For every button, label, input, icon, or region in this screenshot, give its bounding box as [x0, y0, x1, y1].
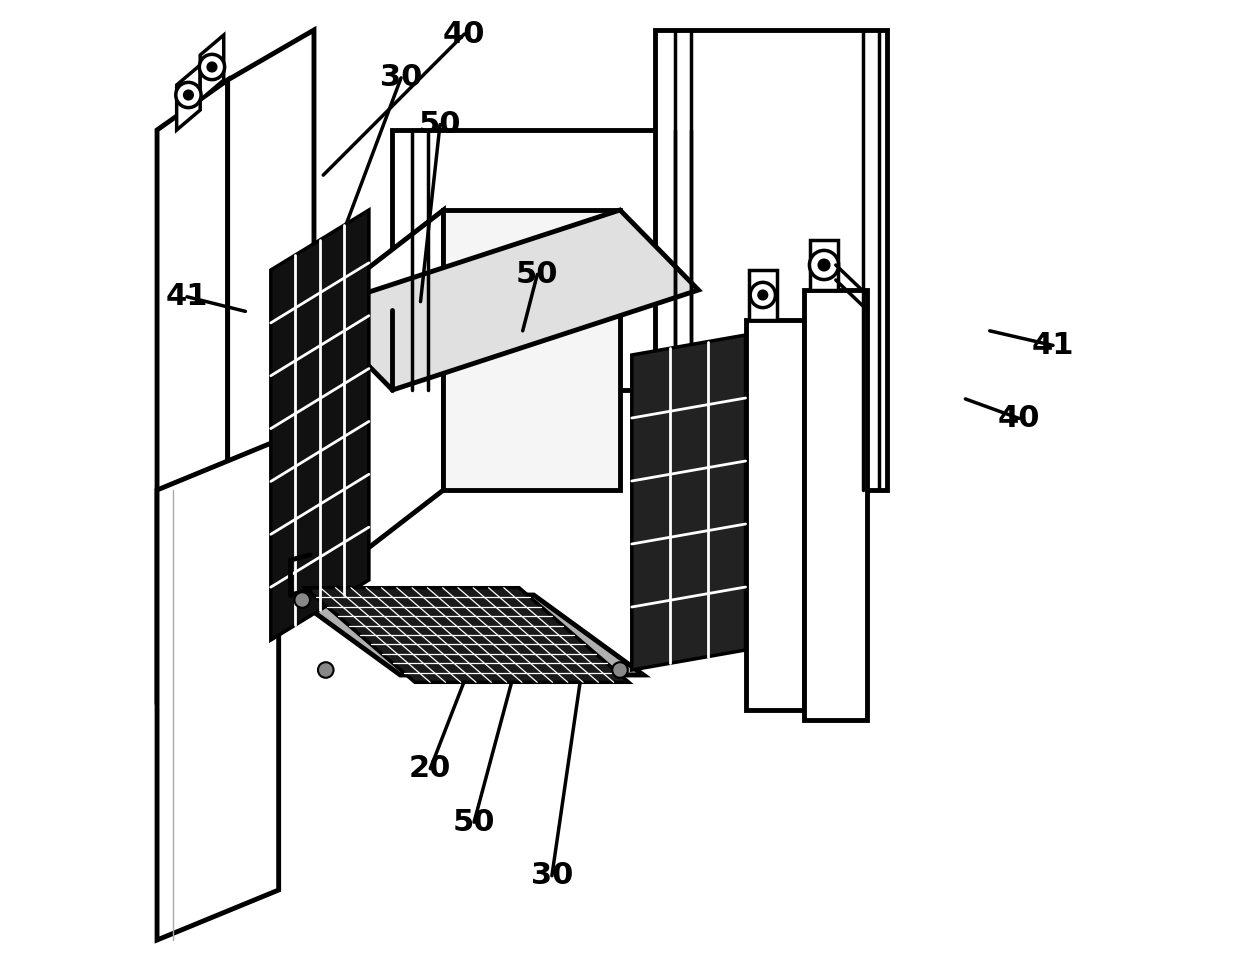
Text: 20: 20 — [409, 754, 451, 783]
Polygon shape — [157, 80, 228, 700]
Polygon shape — [655, 30, 887, 490]
Polygon shape — [444, 210, 620, 490]
Circle shape — [184, 90, 193, 100]
Text: 40: 40 — [443, 19, 486, 49]
Text: 41: 41 — [1032, 331, 1074, 360]
Circle shape — [294, 593, 310, 608]
Circle shape — [758, 290, 768, 300]
Circle shape — [317, 663, 334, 678]
Circle shape — [613, 663, 627, 678]
Text: 50: 50 — [419, 110, 461, 139]
Circle shape — [207, 62, 217, 72]
Circle shape — [818, 259, 830, 270]
Polygon shape — [157, 440, 279, 940]
Polygon shape — [314, 210, 698, 390]
Text: 40: 40 — [998, 404, 1040, 433]
Text: 41: 41 — [166, 282, 208, 311]
Text: 30: 30 — [379, 63, 423, 92]
Polygon shape — [631, 335, 745, 670]
Text: 50: 50 — [453, 808, 495, 837]
Polygon shape — [749, 270, 777, 320]
Polygon shape — [228, 30, 314, 650]
Polygon shape — [810, 240, 838, 290]
Polygon shape — [200, 35, 223, 100]
Polygon shape — [392, 130, 698, 390]
Text: 50: 50 — [516, 260, 558, 289]
Polygon shape — [745, 320, 805, 710]
Polygon shape — [290, 595, 644, 675]
Circle shape — [810, 250, 838, 279]
Polygon shape — [176, 65, 200, 130]
Polygon shape — [305, 588, 629, 682]
Polygon shape — [314, 210, 444, 590]
Circle shape — [176, 83, 201, 108]
Polygon shape — [805, 290, 867, 720]
Circle shape — [200, 54, 224, 80]
Polygon shape — [270, 210, 370, 640]
Text: 30: 30 — [531, 861, 573, 890]
Circle shape — [750, 282, 775, 307]
